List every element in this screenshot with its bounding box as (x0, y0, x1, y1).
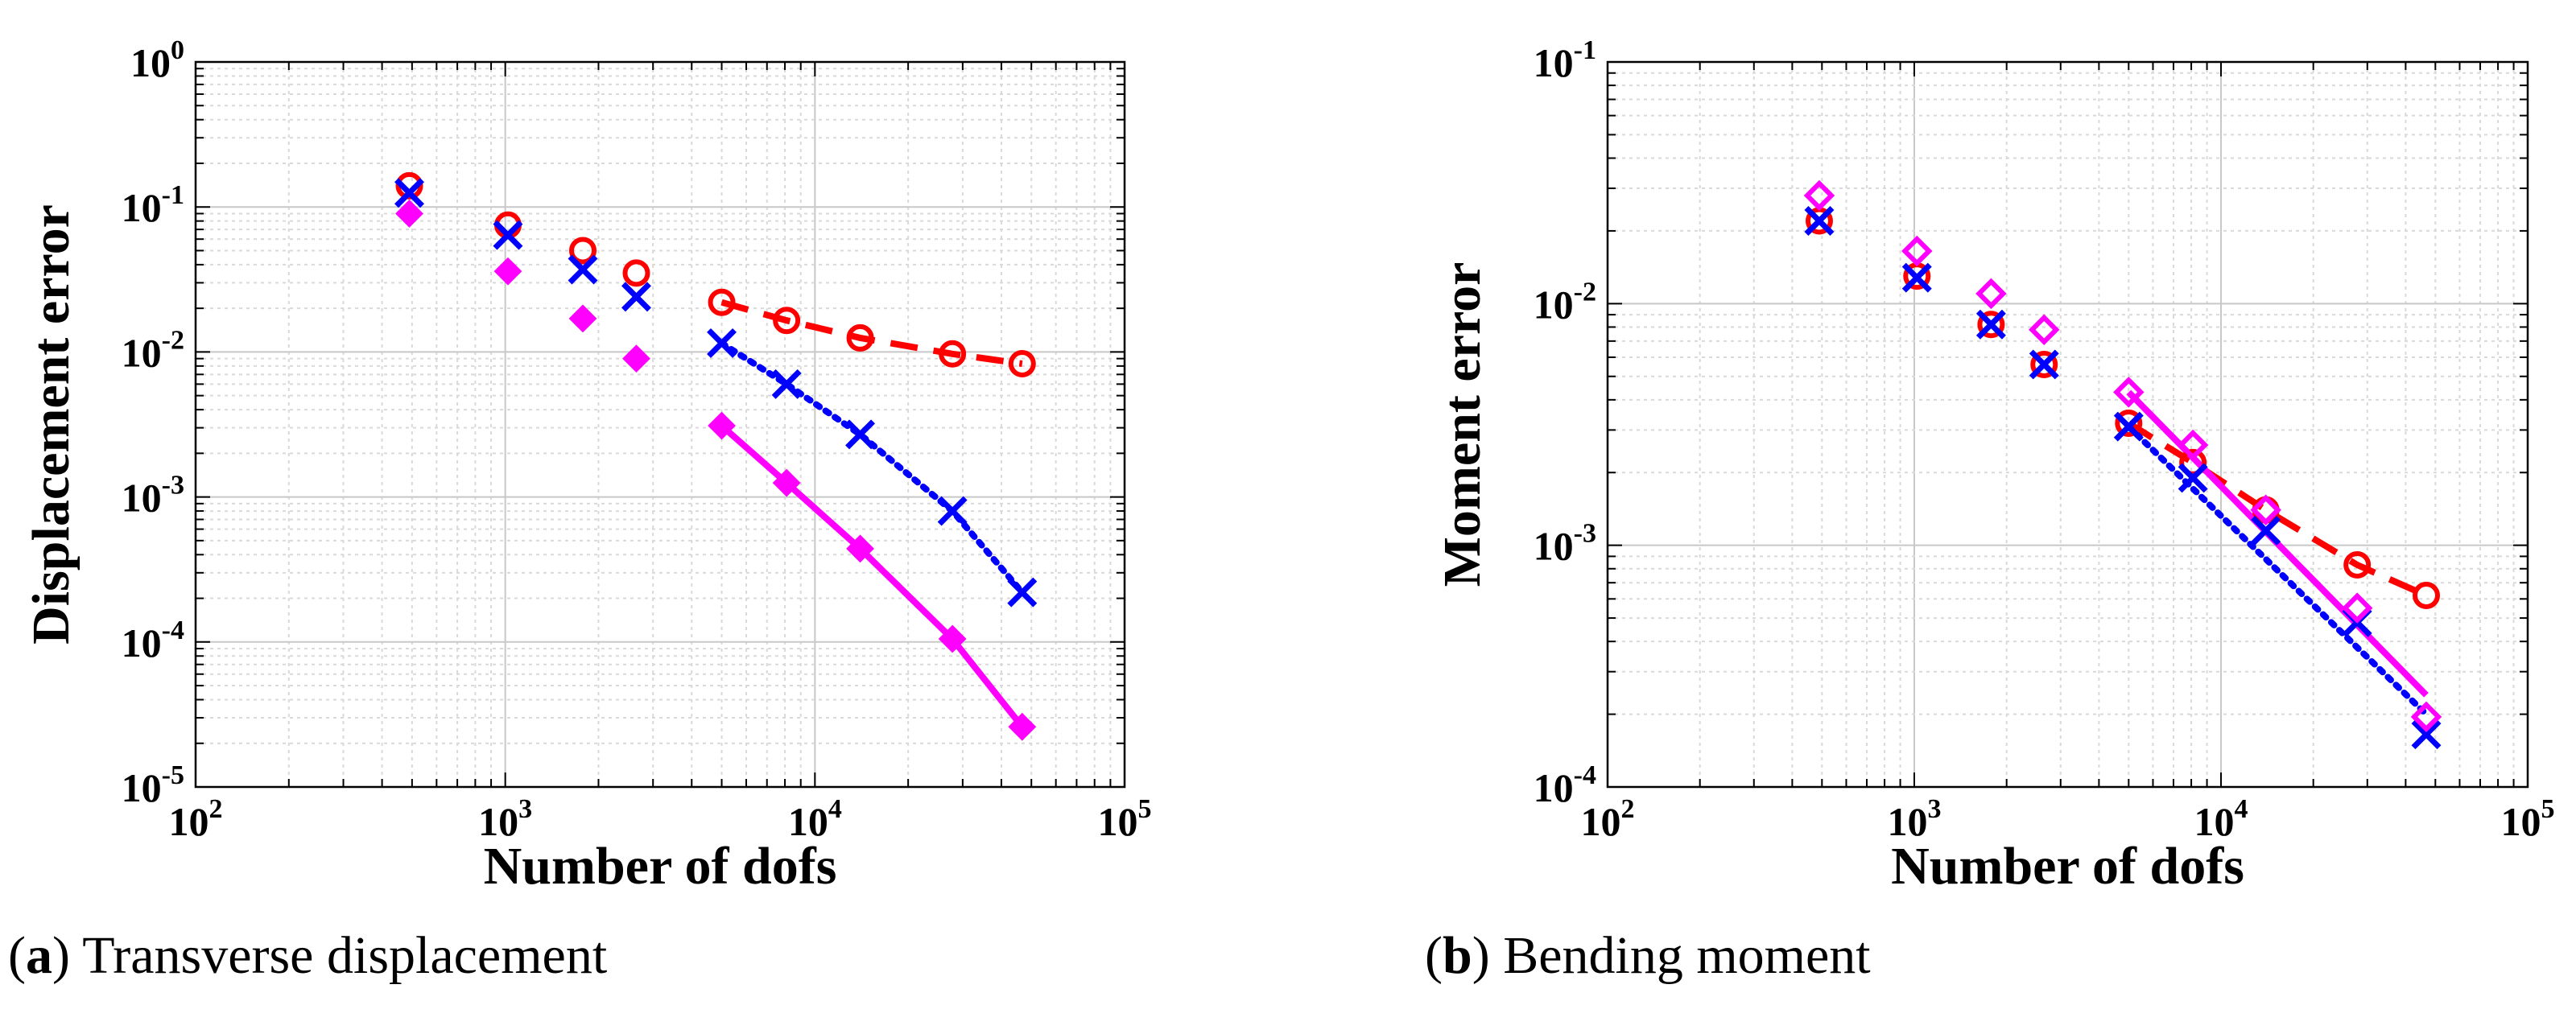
caption-b-open: ( (1425, 926, 1443, 985)
y-tick-label: 10-1 (1534, 35, 1596, 85)
caption-b-text: Bending moment (1489, 926, 1871, 985)
y-tick-label: 10-2 (122, 325, 184, 375)
magenta-diamonds-point (2410, 701, 2442, 733)
y-tick-label: 10-3 (1534, 519, 1596, 569)
y-tick-label: 10-5 (122, 760, 184, 810)
y-tick-label: 10-4 (1534, 760, 1596, 810)
plot-area (196, 62, 1125, 787)
magenta-diamonds-point (708, 411, 736, 440)
red-circles-point (708, 288, 736, 316)
blue-crosses-point (1901, 262, 1932, 293)
x-axis-label: Number of dofs (484, 837, 837, 896)
x-tick-label: 105 (2501, 794, 2555, 844)
red-circles-point (2115, 409, 2143, 437)
x-axis-label: Number of dofs (1891, 837, 2244, 896)
blue-crosses-point (2113, 411, 2144, 442)
blue-crosses-point (493, 220, 523, 250)
magenta-diamonds-point (2029, 314, 2060, 345)
red-dashed-fit (720, 299, 1023, 367)
magenta-diamonds-point (772, 468, 801, 497)
caption-a: (a) Transverse displacement (8, 925, 607, 987)
caption-b-close: ) (1472, 926, 1490, 985)
blue-crosses-point (1975, 309, 2006, 340)
x-tick-label: 104 (788, 794, 842, 844)
red-circles-point (1977, 311, 2005, 339)
red-circles-point (395, 171, 423, 200)
x-tick-label: 104 (2194, 794, 2248, 844)
blue-crosses-point (2251, 515, 2281, 546)
red-circles-point (1008, 349, 1036, 377)
blue-crosses-point (621, 282, 651, 312)
y-axis-label: Moment error (1433, 262, 1492, 587)
blue-crosses-point (937, 496, 968, 526)
magenta-diamonds-point (1803, 179, 1835, 212)
magenta-diamonds-point (395, 200, 423, 228)
y-axis-label: Displacement error (22, 204, 80, 645)
blue-crosses-point (1007, 577, 1038, 608)
red-circles-point (568, 237, 597, 265)
x-tick-label: 105 (1098, 794, 1152, 844)
red-dashed-fit (2127, 420, 2428, 599)
caption-a-text: Transverse displacement (69, 926, 608, 985)
caption-a-open: ( (8, 926, 26, 985)
blue-crosses-point (1804, 206, 1835, 236)
magenta-diamonds-point (2250, 494, 2281, 526)
blue-crosses-point (771, 369, 802, 399)
red-circles-point (2179, 448, 2207, 476)
y-tick-label: 10-2 (1534, 277, 1596, 327)
caption-b: (b) Bending moment (1425, 925, 1871, 987)
red-circles-point (773, 307, 801, 335)
red-circles-point (2030, 350, 2058, 378)
chart-panel-1: 102 103 104 105 10-5 10-4 10-3 10-2 10-1 100 Numbe… (22, 35, 1152, 896)
magenta-diamonds-point (1975, 278, 2007, 310)
caption-a-tag: a (25, 926, 52, 985)
caption-a-close: ) (52, 926, 70, 985)
magenta-diamonds-point (493, 257, 522, 286)
blue-crosses-point (394, 178, 424, 208)
caption-b-tag: b (1442, 926, 1472, 985)
magenta-diamonds-point (2113, 377, 2145, 408)
magenta-diamonds-point (622, 344, 650, 373)
plot-frame (194, 60, 1126, 789)
magenta-diamonds-point (568, 304, 597, 333)
red-circles-point (846, 323, 874, 352)
blue-crosses-point (845, 419, 876, 450)
magenta-diamonds-point (1901, 235, 1933, 267)
plot-frame (1606, 60, 2529, 789)
blue-crosses-point (707, 328, 737, 358)
chart-panel-2: 102 103 104 105 10-4 10-3 10-2 10-1 Number of do… (1433, 35, 2555, 896)
magenta-diamonds-point (846, 534, 874, 563)
x-tick-label: 103 (1888, 794, 1942, 844)
y-tick-label: 100 (130, 35, 184, 85)
x-tick-label: 102 (169, 794, 223, 844)
magenta-diamonds-point (2341, 592, 2373, 624)
y-tick-label: 10-3 (122, 471, 184, 521)
magenta-diamonds-point (1008, 712, 1037, 741)
red-circles-point (622, 259, 650, 287)
blue-crosses-point (2029, 349, 2059, 380)
blue-dotted-fit (2125, 423, 2429, 718)
x-tick-label: 102 (1581, 794, 1635, 844)
x-tick-label: 103 (478, 794, 532, 844)
magenta-diamonds-point (2177, 429, 2209, 461)
red-circles-point (939, 340, 967, 368)
blue-crosses-point (2411, 719, 2442, 750)
red-circles-point (2343, 550, 2372, 579)
y-tick-label: 10-1 (122, 180, 184, 230)
magenta-diamonds-point (938, 624, 967, 653)
red-circles-point (2413, 582, 2441, 610)
y-tick-label: 10-4 (122, 616, 184, 665)
blue-crosses-point (568, 254, 598, 285)
blue-crosses-point (2178, 463, 2208, 493)
